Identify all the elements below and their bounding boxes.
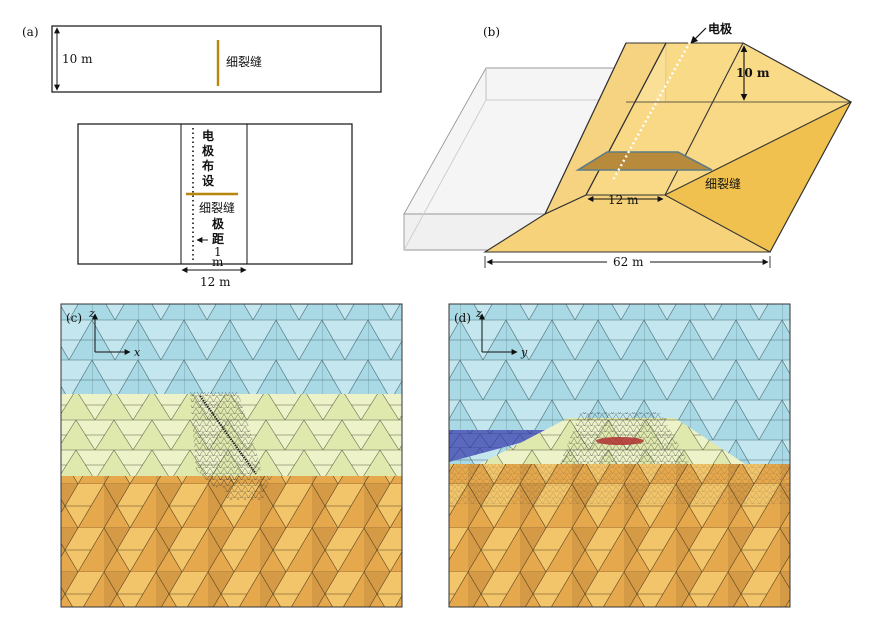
- panel-c-label: (c): [66, 311, 82, 325]
- panel-c: (c) z x: [60, 303, 403, 608]
- crack-patch: [575, 151, 713, 171]
- top-view-crack-label: 细裂缝: [226, 54, 262, 69]
- panel-c-frame: [60, 303, 403, 608]
- mesh-air-region: [61, 304, 402, 394]
- plan-view-width-label: 12 m: [200, 275, 231, 289]
- panel-a-label: (a): [22, 25, 39, 39]
- electrode-line-3d: [611, 41, 692, 181]
- z-axis-label-d: z: [475, 307, 482, 320]
- foundation-refinement-d: [449, 464, 790, 504]
- dam-body: [483, 42, 853, 253]
- electrode-char-2: 极: [202, 143, 215, 158]
- electrode-label-3d: 电极: [708, 21, 733, 36]
- electrode-pointer: [690, 27, 707, 44]
- height-label-3d: 10 m: [736, 66, 770, 80]
- base-width-label: 62 m: [613, 255, 644, 269]
- electrode-char-4: 设: [202, 173, 215, 188]
- z-axis-label-c: z: [88, 307, 95, 320]
- panel-d: (d) z y: [448, 303, 791, 608]
- crack-zone-d: [596, 437, 644, 445]
- x-axis-label-c: x: [134, 346, 141, 359]
- spacing-char-4: m: [212, 255, 224, 269]
- spacing-char-1: 极: [212, 216, 225, 231]
- refined-mesh-zone: [190, 392, 262, 488]
- panel-b-label: (b): [483, 25, 500, 39]
- panel-d-label: (d): [454, 311, 471, 325]
- panel-b: (b) 细裂缝 电极: [403, 21, 853, 269]
- electrode-char-3: 布: [202, 158, 214, 173]
- plan-view-crack-label: 细裂缝: [199, 200, 235, 215]
- panel-a: (a) 10 m 细裂缝 电 极 布 设 细裂缝 极 距 1 m 12 m: [22, 25, 382, 289]
- top-width-label: 12 m: [608, 193, 639, 207]
- spacing-char-3: 1: [214, 245, 222, 259]
- spacing-char-2: 距: [212, 232, 224, 246]
- top-view-box: [51, 25, 382, 93]
- panel-d-frame: [448, 303, 791, 608]
- electrode-char-1: 电: [202, 128, 214, 143]
- crack-refinement: [218, 476, 272, 500]
- top-view-height-label: 10 m: [62, 52, 93, 66]
- y-axis-label-d: y: [520, 346, 528, 359]
- ghost-box: [403, 67, 625, 251]
- crack-label-3d: 细裂缝: [705, 176, 741, 191]
- electrode-line-mesh: [199, 395, 257, 475]
